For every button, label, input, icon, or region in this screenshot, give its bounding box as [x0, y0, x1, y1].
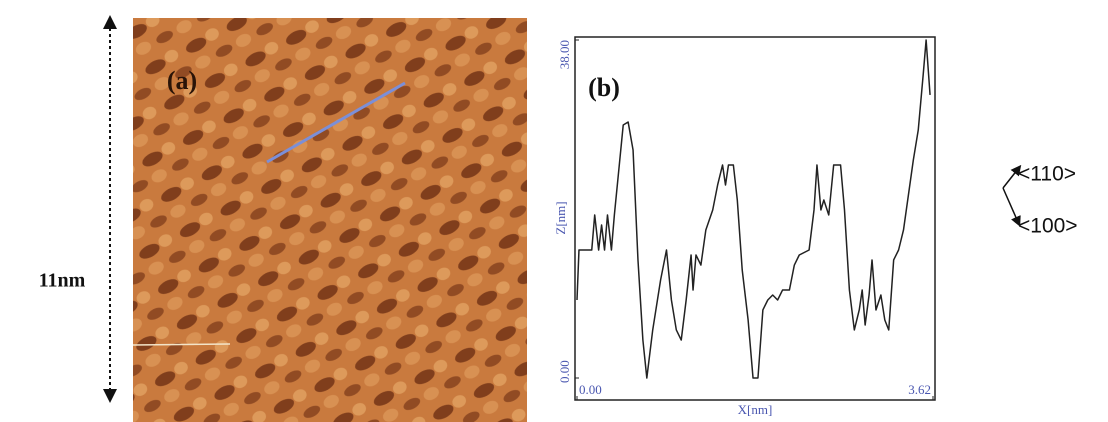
- direction-arrow: [1002, 187, 1021, 227]
- panel-label: (a): [167, 66, 197, 95]
- y-tick-label: 38.00: [557, 40, 572, 69]
- scale-label: 11nm: [39, 270, 86, 292]
- profile-line: [576, 39, 931, 379]
- x-tick-label: 0.00: [579, 382, 602, 397]
- panel-label: (b): [588, 73, 620, 102]
- x-tick-label: 3.62: [908, 382, 931, 397]
- x-axis-label: X[nm]: [738, 402, 773, 417]
- y-axis-label: Z[nm]: [553, 201, 568, 234]
- direction-label: <110>: [1018, 163, 1076, 186]
- direction-arrow: [1002, 164, 1022, 189]
- profile-line: [266, 81, 406, 164]
- plot-frame: [574, 36, 936, 401]
- stm-image: [133, 18, 527, 422]
- direction-label: <100>: [1018, 215, 1078, 238]
- scan-artifact: [132, 343, 231, 346]
- y-tick-label: 0.00: [557, 360, 572, 383]
